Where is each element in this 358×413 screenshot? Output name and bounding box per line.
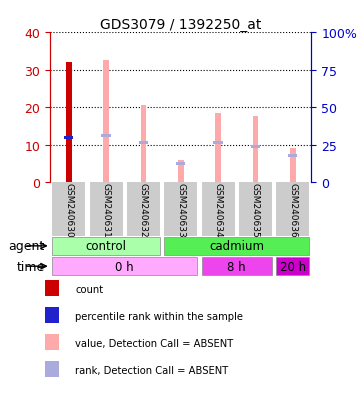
Text: time: time [16,260,45,273]
Text: GSM240634: GSM240634 [214,182,223,237]
Bar [66,63,72,183]
Text: 20 h: 20 h [280,260,306,273]
Bar [202,257,272,276]
Bar [251,146,260,149]
Bar [139,142,148,145]
Text: GSM240632: GSM240632 [139,182,148,237]
Bar [253,117,258,183]
Text: GSM240636: GSM240636 [288,182,297,237]
Title: GDS3079 / 1392250_at: GDS3079 / 1392250_at [100,18,261,32]
Bar [276,183,309,236]
Bar [90,183,123,236]
Text: count: count [75,285,103,294]
Text: GSM240630: GSM240630 [64,182,73,237]
Bar [276,257,309,276]
Bar [101,134,111,138]
Text: 0 h: 0 h [116,260,134,273]
Text: percentile rank within the sample: percentile rank within the sample [75,311,243,321]
Text: control: control [86,240,127,253]
Bar [127,183,160,236]
Bar [164,237,309,255]
Bar [164,183,197,236]
Bar [239,183,272,236]
Text: 8 h: 8 h [227,260,246,273]
Bar [215,114,221,183]
Text: GSM240633: GSM240633 [176,182,185,237]
Text: agent: agent [9,240,45,253]
Bar [213,142,223,145]
Bar [52,183,85,236]
Bar [178,160,184,183]
Bar [176,162,185,166]
Bar [103,61,109,183]
Text: rank, Detection Call = ABSENT: rank, Detection Call = ABSENT [75,365,228,375]
Bar [141,106,146,183]
Bar [202,183,235,236]
Text: GSM240631: GSM240631 [102,182,111,237]
Text: GSM240635: GSM240635 [251,182,260,237]
Bar [64,136,73,139]
Bar [52,257,197,276]
Bar [288,155,297,158]
Text: value, Detection Call = ABSENT: value, Detection Call = ABSENT [75,338,233,348]
Bar [52,237,160,255]
Text: cadmium: cadmium [209,240,264,253]
Bar [290,149,296,183]
